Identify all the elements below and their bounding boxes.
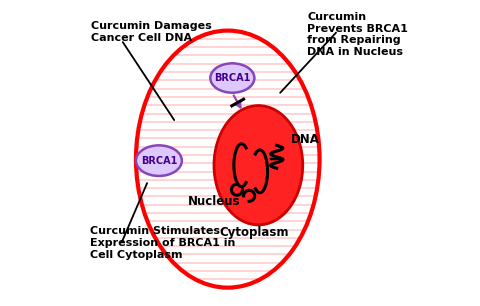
- Text: BRCA1: BRCA1: [214, 73, 251, 83]
- Ellipse shape: [210, 63, 254, 93]
- Text: Nucleus: Nucleus: [188, 196, 240, 208]
- Ellipse shape: [136, 31, 320, 288]
- Text: Cytoplasm: Cytoplasm: [219, 226, 288, 239]
- Text: Curcumin
Prevents BRCA1
from Repairing
DNA in Nucleus: Curcumin Prevents BRCA1 from Repairing D…: [307, 12, 408, 57]
- Text: BRCA1: BRCA1: [141, 156, 177, 166]
- Ellipse shape: [136, 145, 182, 176]
- Text: Curcumin Damages
Cancer Cell DNA: Curcumin Damages Cancer Cell DNA: [91, 21, 211, 43]
- Text: DNA: DNA: [291, 133, 320, 146]
- Ellipse shape: [214, 106, 303, 225]
- Text: Curcumin Stimulates
Expression of BRCA1 in
Cell Cytoplasm: Curcumin Stimulates Expression of BRCA1 …: [90, 226, 235, 259]
